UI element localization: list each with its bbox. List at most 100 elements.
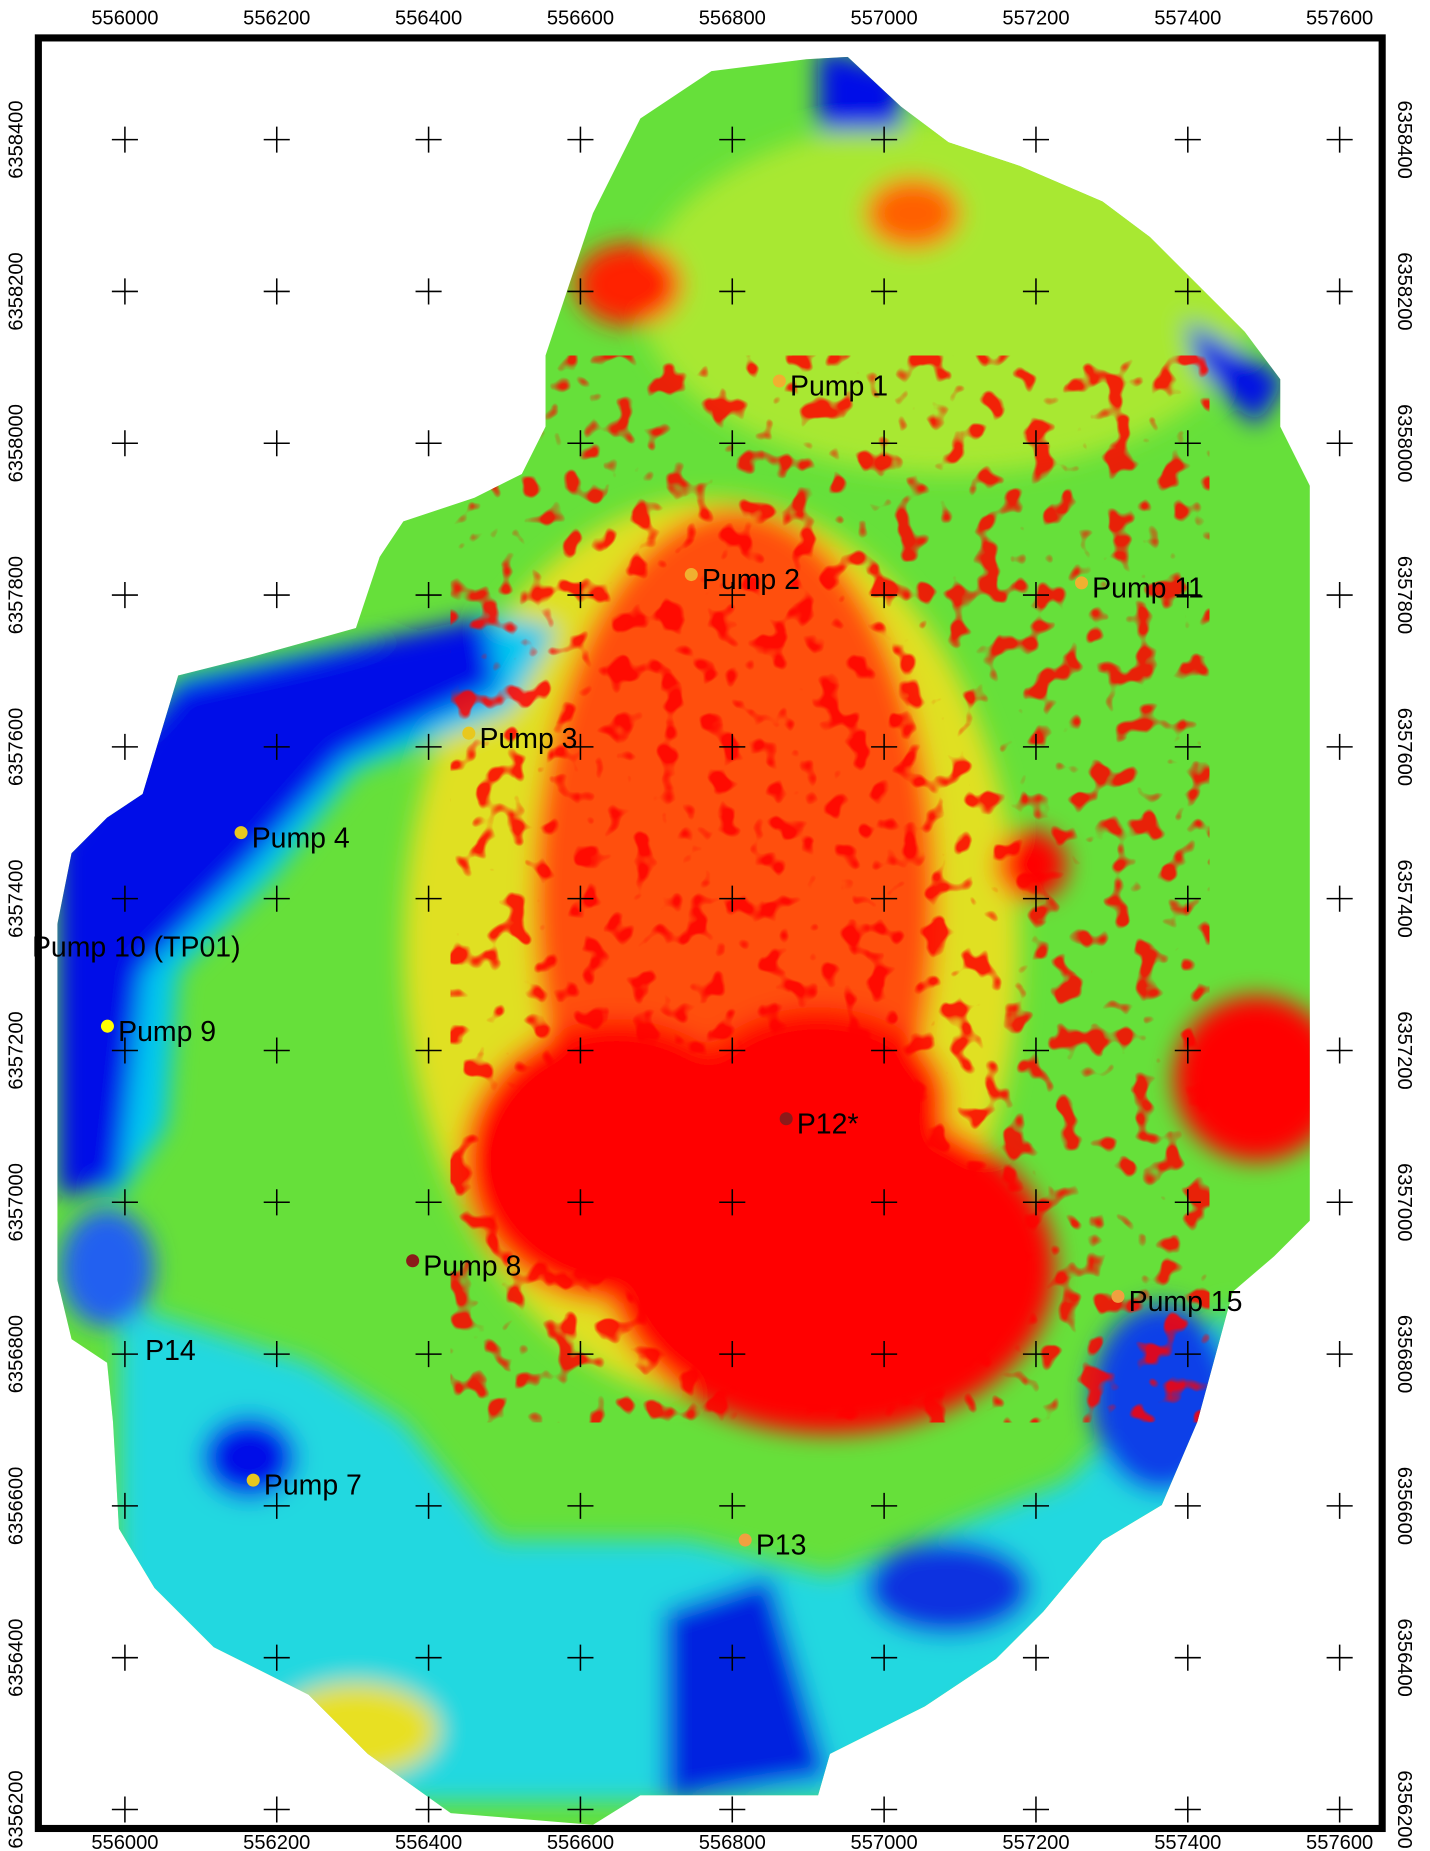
grid-cross bbox=[1175, 1796, 1201, 1822]
y-tick-label-right: 6358400 bbox=[1393, 100, 1415, 178]
y-tick-label-right: 6356600 bbox=[1393, 1467, 1415, 1545]
y-tick-label-left: 6358200 bbox=[5, 252, 27, 330]
grid-cross bbox=[1327, 1037, 1353, 1063]
x-tick-label-bottom: 557000 bbox=[851, 1832, 918, 1851]
x-tick-label-top: 556400 bbox=[395, 7, 462, 29]
pump-marker bbox=[247, 1474, 260, 1487]
grid-cross bbox=[112, 278, 138, 304]
grid-cross bbox=[1327, 1189, 1353, 1215]
y-tick-label-left: 6357800 bbox=[5, 556, 27, 634]
y-tick-label-left: 6357600 bbox=[5, 708, 27, 786]
x-tick-label-top: 557600 bbox=[1306, 7, 1373, 29]
grid-cross bbox=[1327, 886, 1353, 912]
y-tick-label-right: 6356400 bbox=[1393, 1619, 1415, 1697]
pump-marker bbox=[235, 826, 248, 839]
x-tick-label-top: 556800 bbox=[699, 7, 766, 29]
x-tick-label-top: 556200 bbox=[243, 7, 310, 29]
x-tick-label-bottom: 556800 bbox=[699, 1832, 766, 1851]
pump-marker bbox=[1075, 576, 1088, 589]
x-tick-label-top: 556600 bbox=[547, 7, 614, 29]
grid-cross bbox=[112, 1645, 138, 1671]
grid-cross bbox=[1023, 127, 1049, 153]
pump-marker bbox=[406, 1254, 419, 1267]
pump-label: Pump 1 bbox=[790, 371, 888, 403]
y-tick-label-left: 6358000 bbox=[5, 404, 27, 482]
grid-cross bbox=[264, 278, 290, 304]
x-tick-label-top: 557400 bbox=[1154, 7, 1221, 29]
grid-cross bbox=[1327, 1645, 1353, 1671]
grid-cross bbox=[112, 1796, 138, 1822]
y-tick-label-right: 6357400 bbox=[1393, 859, 1415, 937]
pump-label: Pump 9 bbox=[118, 1016, 216, 1048]
pump-label: P12* bbox=[797, 1108, 859, 1140]
grid-cross bbox=[719, 1796, 745, 1822]
pump-label: P13 bbox=[756, 1530, 807, 1562]
y-tick-label-left: 6356600 bbox=[5, 1467, 27, 1545]
grid-cross bbox=[1327, 1341, 1353, 1367]
pump-marker bbox=[1111, 1290, 1124, 1303]
map-label: P14 bbox=[145, 1335, 196, 1367]
grid-cross bbox=[112, 430, 138, 456]
grid-cross bbox=[1175, 127, 1201, 153]
grid-cross bbox=[112, 127, 138, 153]
pump-label: Pump 7 bbox=[264, 1470, 362, 1502]
pump-marker bbox=[685, 568, 698, 581]
y-tick-label-right: 6357000 bbox=[1393, 1163, 1415, 1241]
pump-marker bbox=[773, 374, 786, 387]
grid-cross bbox=[1327, 734, 1353, 760]
y-tick-label-left: 6358400 bbox=[5, 100, 27, 178]
grid-cross bbox=[416, 127, 442, 153]
pump-marker bbox=[780, 1112, 793, 1125]
y-tick-label-left: 6356400 bbox=[5, 1619, 27, 1697]
grid-cross bbox=[1327, 127, 1353, 153]
y-tick-label-right: 6356200 bbox=[1393, 1770, 1415, 1848]
map: 556000 556000 556200 556200 556400 556400 5566… bbox=[0, 0, 1430, 1851]
grid-cross bbox=[264, 127, 290, 153]
x-tick-label-bottom: 556000 bbox=[91, 1832, 158, 1851]
pump-label: Pump 2 bbox=[702, 564, 800, 596]
grid-cross bbox=[1327, 1493, 1353, 1519]
y-tick-label-left: 6357200 bbox=[5, 1011, 27, 1089]
grid-cross bbox=[264, 1796, 290, 1822]
pump-marker bbox=[101, 1020, 114, 1033]
pump-label: Pump 8 bbox=[423, 1250, 521, 1282]
grid-cross bbox=[1327, 1796, 1353, 1822]
grid-cross bbox=[1327, 582, 1353, 608]
y-tick-label-right: 6357600 bbox=[1393, 708, 1415, 786]
y-tick-label-right: 6357800 bbox=[1393, 556, 1415, 634]
grid-cross bbox=[264, 430, 290, 456]
grid-cross bbox=[112, 582, 138, 608]
pump-marker bbox=[462, 727, 475, 740]
x-tick-label-bottom: 556600 bbox=[547, 1832, 614, 1851]
grid-cross bbox=[416, 430, 442, 456]
grid-cross bbox=[1023, 1796, 1049, 1822]
x-tick-label-top: 556000 bbox=[91, 7, 158, 29]
y-tick-label-right: 6356800 bbox=[1393, 1315, 1415, 1393]
grid-cross bbox=[1327, 278, 1353, 304]
grid-cross bbox=[1175, 1493, 1201, 1519]
grid-cross bbox=[112, 734, 138, 760]
grid-cross bbox=[264, 582, 290, 608]
x-tick-label-bottom: 556200 bbox=[243, 1832, 310, 1851]
x-tick-label-bottom: 556400 bbox=[395, 1832, 462, 1851]
y-tick-label-left: 6357400 bbox=[5, 859, 27, 937]
x-tick-label-bottom: 557400 bbox=[1154, 1832, 1221, 1851]
grid-cross bbox=[1327, 430, 1353, 456]
pump-label: Pump 3 bbox=[479, 723, 577, 755]
map-label: Pump 10 (TP01) bbox=[32, 931, 241, 963]
y-tick-label-right: 6357200 bbox=[1393, 1011, 1415, 1089]
y-tick-label-left: 6356200 bbox=[5, 1770, 27, 1848]
y-tick-label-right: 6358000 bbox=[1393, 404, 1415, 482]
x-tick-label-bottom: 557200 bbox=[1002, 1832, 1069, 1851]
grid-cross bbox=[567, 127, 593, 153]
y-tick-label-left: 6357000 bbox=[5, 1163, 27, 1241]
pump-label: Pump 11 bbox=[1092, 573, 1204, 605]
x-tick-label-top: 557000 bbox=[851, 7, 918, 29]
grid-cross bbox=[1023, 1645, 1049, 1671]
grid-cross bbox=[871, 1796, 897, 1822]
grid-cross bbox=[416, 278, 442, 304]
pump-marker bbox=[739, 1534, 752, 1547]
x-tick-label-bottom: 557600 bbox=[1306, 1832, 1373, 1851]
pump-label: Pump 4 bbox=[252, 822, 350, 854]
y-tick-label-left: 6356800 bbox=[5, 1315, 27, 1393]
